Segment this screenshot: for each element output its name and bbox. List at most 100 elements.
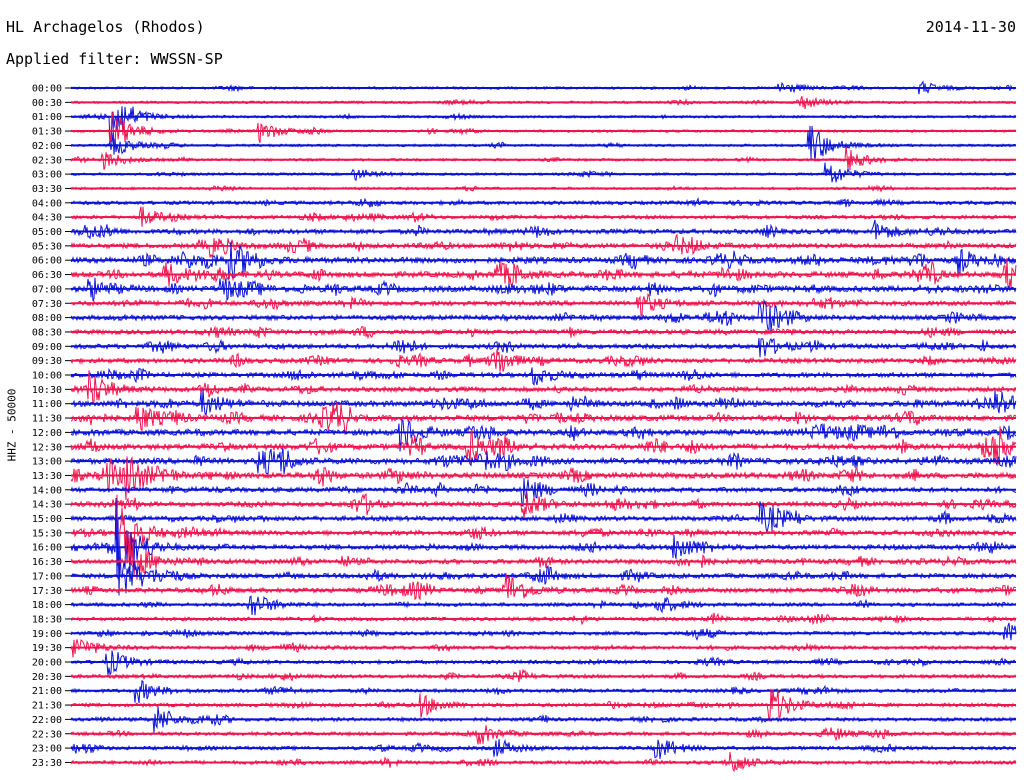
seismogram-trace-1530	[70, 494, 1017, 567]
row-time-label: 09:00	[32, 342, 62, 353]
row-time-label: 00:30	[32, 98, 62, 109]
row-time-label: 13:30	[32, 471, 62, 482]
row-time-label: 04:30	[32, 213, 62, 224]
row-time-label: 10:00	[32, 371, 62, 382]
row-time-label: 02:30	[32, 155, 62, 166]
seismogram-trace-1130	[70, 401, 1017, 436]
seismogram-trace-1930	[70, 639, 1017, 658]
seismogram-trace-1200	[70, 418, 1017, 452]
row-time-label: 19:00	[32, 629, 62, 640]
row-time-label: 22:00	[32, 715, 62, 726]
seismogram-trace-1430	[70, 492, 1017, 519]
row-time-label: 18:00	[32, 600, 62, 611]
row-time-label: 01:00	[32, 112, 62, 123]
applied-filter-label: Applied filter: WWSSN-SP	[6, 50, 223, 68]
row-time-label: 13:00	[32, 457, 62, 468]
row-time-label: 06:00	[32, 256, 62, 267]
seismogram-trace-1230	[70, 426, 1017, 465]
seismogram-trace-1500	[70, 501, 1017, 534]
seismogram-trace-1330	[70, 456, 1017, 501]
seismogram-trace-1800	[70, 595, 1017, 616]
seismogram-trace-0330	[70, 184, 1017, 193]
row-time-label: 08:00	[32, 313, 62, 324]
seismogram-trace-0000	[70, 80, 1017, 95]
seismogram-trace-1400	[70, 478, 1017, 507]
seismogram-trace-1000	[70, 367, 1017, 386]
seismogram-trace-2000	[70, 650, 1017, 676]
row-time-label: 04:00	[32, 198, 62, 209]
row-time-label: 12:30	[32, 442, 62, 453]
row-time-label: 07:00	[32, 284, 62, 295]
row-time-label: 00:00	[32, 84, 62, 95]
row-time-label: 20:30	[32, 672, 62, 683]
seismogram-trace-1100	[70, 389, 1017, 417]
row-time-label: 19:30	[32, 643, 62, 654]
seismogram-trace-0200	[70, 125, 1017, 162]
row-time-label: 07:30	[32, 299, 62, 310]
seismogram-trace-2230	[70, 725, 1017, 745]
seismogram-trace-0900	[70, 337, 1017, 358]
seismogram-trace-0530	[70, 233, 1017, 258]
seismogram-trace-0630	[71, 258, 1017, 290]
seismogram-trace-0130	[70, 111, 1017, 148]
seismogram-trace-1730	[70, 573, 1017, 601]
seismogram-trace-2330	[70, 752, 1017, 773]
row-time-label: 03:30	[32, 184, 62, 195]
time-tick-labels: 00:00 00:30 01:00 01:30 02:00 02:30 03:00 03:30…	[32, 84, 71, 769]
row-time-label: 20:00	[32, 658, 62, 669]
row-time-label: 08:30	[32, 327, 62, 338]
seismogram-trace-2200	[70, 706, 1017, 733]
seismogram-trace-0500	[70, 219, 1017, 240]
row-time-label: 05:00	[32, 227, 62, 238]
row-time-label: 17:30	[32, 586, 62, 597]
seismogram-trace-0400	[70, 196, 1017, 208]
seismogram-trace-0730	[70, 292, 1017, 318]
seismogram-trace-0030	[70, 96, 1017, 110]
seismogram-trace-0430	[70, 206, 1016, 227]
seismogram-trace-1600	[70, 497, 1017, 596]
seismogram-trace-0930	[70, 349, 1017, 372]
row-time-label: 10:30	[32, 385, 62, 396]
row-time-label: 03:00	[32, 170, 62, 181]
seismogram-trace-1700	[70, 561, 1017, 594]
row-time-label: 06:30	[32, 270, 62, 281]
seismogram-trace-2300	[70, 738, 1017, 759]
row-time-label: 15:00	[32, 514, 62, 525]
row-time-label: 17:00	[32, 571, 62, 582]
row-time-label: 15:30	[32, 528, 62, 539]
seismogram-trace-1900	[70, 622, 1017, 641]
seismogram-trace-0300	[70, 162, 1017, 183]
record-date: 2014-11-30	[925, 18, 1016, 36]
row-time-label: 01:30	[32, 127, 62, 138]
seismogram-trace-2100	[70, 679, 1017, 704]
seismogram-trace-1630	[70, 530, 1017, 580]
seismogram-trace-0600	[70, 241, 1017, 280]
row-time-label: 09:30	[32, 356, 62, 367]
seismogram-trace-0230	[70, 146, 1017, 171]
seismogram-trace-2130	[70, 688, 1017, 722]
seismogram-trace-1030	[70, 370, 1017, 405]
row-time-label: 22:30	[32, 729, 62, 740]
seismogram-trace-0800	[70, 298, 1017, 332]
row-time-label: 18:30	[32, 614, 62, 625]
seismogram-traces	[70, 80, 1017, 773]
seismogram-trace-0830	[70, 325, 1017, 340]
seismogram-trace-0700	[70, 277, 1017, 302]
row-time-label: 14:30	[32, 500, 62, 511]
row-time-label: 21:30	[32, 701, 62, 712]
row-time-label: 05:30	[32, 241, 62, 252]
row-time-label: 11:00	[32, 399, 62, 410]
row-time-label: 23:30	[32, 758, 62, 769]
row-time-label: 23:00	[32, 744, 62, 755]
row-time-label: 02:00	[32, 141, 62, 152]
station-title: HL Archagelos (Rhodos)	[6, 18, 205, 36]
row-time-label: 16:30	[32, 557, 62, 568]
row-time-label: 14:00	[32, 485, 62, 496]
seismogram-trace-1300	[70, 448, 1017, 475]
row-time-label: 16:00	[32, 543, 62, 554]
row-time-label: 12:00	[32, 428, 62, 439]
row-time-label: 11:30	[32, 414, 62, 425]
row-time-label: 21:00	[32, 686, 62, 697]
seismogram-trace-0100	[70, 106, 1017, 142]
